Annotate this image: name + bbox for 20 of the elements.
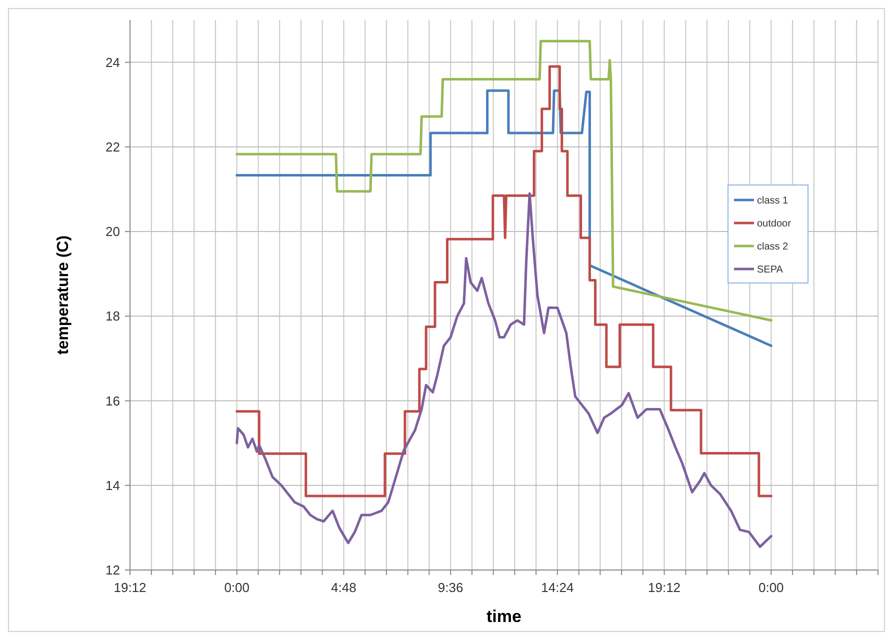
y-tick-label: 18 <box>106 308 120 324</box>
legend-label: outdoor <box>757 218 792 230</box>
y-axis-title: temperature (C) <box>55 235 72 355</box>
x-axis-title: time <box>486 607 522 626</box>
x-tick-label: 4:48 <box>331 580 356 595</box>
x-tick-label: 19:12 <box>114 580 146 595</box>
legend-label: class 1 <box>757 196 789 206</box>
x-tick-label: 14:24 <box>541 580 574 595</box>
y-tick-label: 16 <box>106 393 120 408</box>
x-tick-label: 0:00 <box>758 580 784 595</box>
y-tick-label: 24 <box>106 54 120 70</box>
y-tick-label: 20 <box>106 224 120 240</box>
y-tick-label: 22 <box>106 139 120 154</box>
legend-label: SEPA <box>757 264 784 276</box>
x-tick-label: 0:00 <box>224 580 250 595</box>
legend-label: class 2 <box>757 242 789 252</box>
x-tick-label: 9:36 <box>438 580 464 595</box>
y-tick-label: 12 <box>106 562 120 578</box>
y-tick-label: 14 <box>106 478 120 493</box>
x-tick-label: 19:12 <box>648 580 681 595</box>
